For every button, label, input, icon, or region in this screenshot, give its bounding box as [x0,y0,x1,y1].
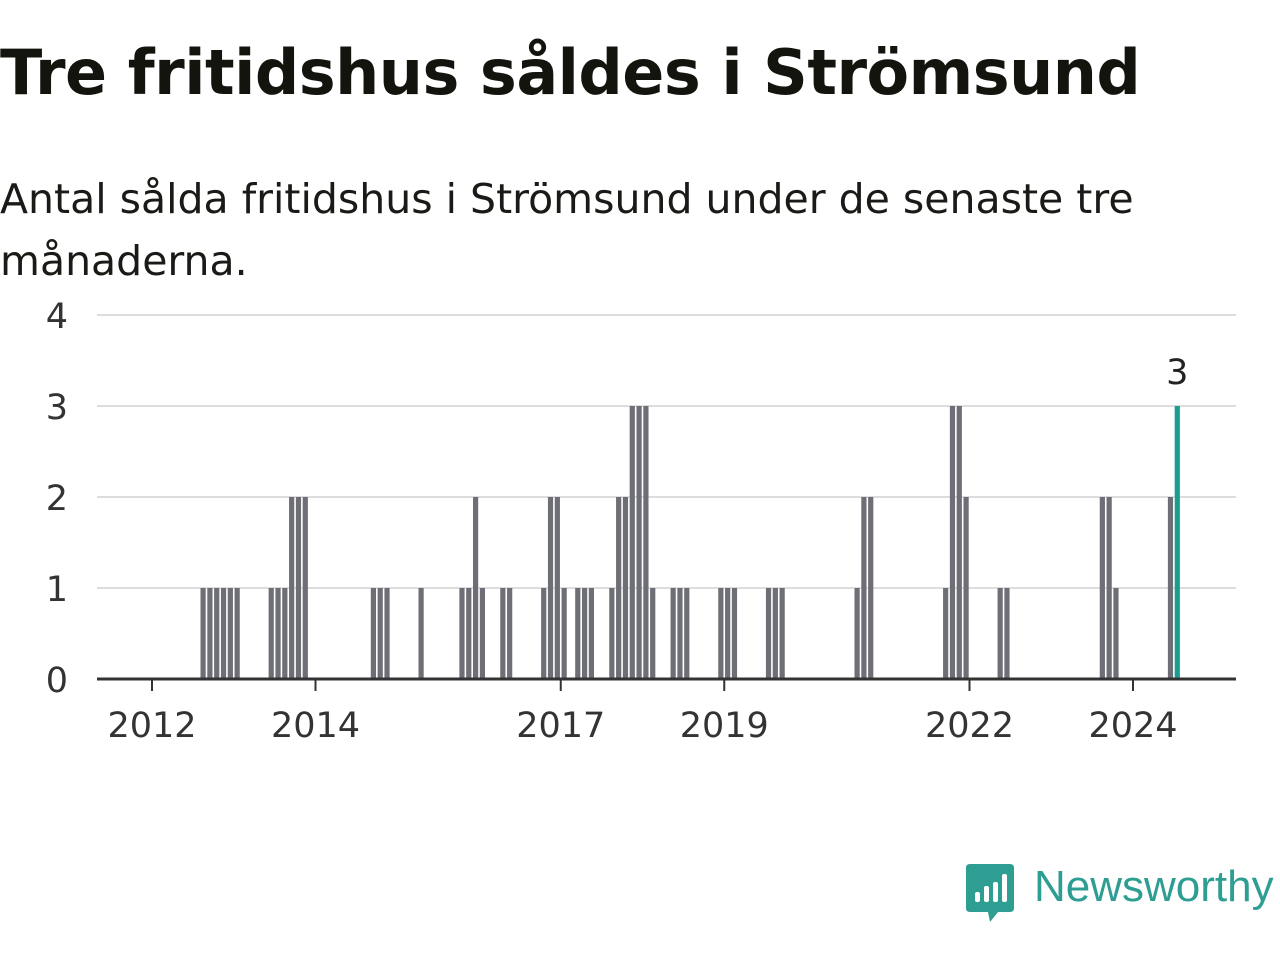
bar [949,406,956,679]
bar [200,588,206,679]
bar [636,406,642,679]
bar [282,588,288,679]
x-tick-label: 2019 [680,706,769,746]
y-tick-label: 2 [46,479,68,519]
bar [1004,588,1010,679]
bar [507,588,513,679]
bar [581,588,588,679]
chart-title: Tre fritidshus såldes i Strömsund [0,36,1141,109]
bar [541,588,547,679]
bar [479,588,486,679]
bar [547,497,554,679]
gridlines [97,314,1236,589]
bar [677,588,683,679]
bar [963,497,969,679]
bars [200,406,1180,679]
bar [561,588,567,679]
bar [220,588,227,679]
y-tick-label: 1 [46,570,68,610]
bar [295,497,302,679]
bar-highlight [1174,406,1180,679]
x-tick-label: 2017 [516,706,605,746]
bar [622,497,629,679]
bar [1099,497,1105,679]
brand-name: Newsworthy [1034,862,1274,911]
bar [268,588,274,679]
bar [207,588,213,679]
bar [384,588,390,679]
bar [370,588,377,679]
data-labels: 3 [1166,353,1188,393]
bar [1113,588,1119,679]
bar [861,497,867,679]
x-tick-label: 2022 [925,706,1014,746]
bar [227,588,233,679]
bar [275,588,281,679]
y-tick-label: 3 [46,388,68,428]
bar [684,588,690,679]
bar [765,588,772,679]
bar-chart: 0 1 2 3 4 2012 2014 2017 2019 2022 2024 3 [46,297,1236,746]
bar [302,497,308,679]
bar [575,588,581,679]
bar [234,588,240,679]
x-axis-ticks: 2012 2014 2017 2019 2022 2024 [107,679,1178,746]
bar [459,588,465,679]
bar [500,588,506,679]
bar [779,588,785,679]
bar [772,588,778,679]
bar [997,588,1003,679]
y-tick-label: 4 [46,297,68,337]
bar [214,588,220,679]
bar [609,588,615,679]
bar [643,406,649,679]
y-axis-tick-labels: 0 1 2 3 4 [46,297,68,701]
bar [854,588,860,679]
bar [868,497,874,679]
x-tick-label: 2014 [271,706,360,746]
newsworthy-logo-icon [966,864,1014,922]
bar [731,588,738,679]
bar [650,588,656,679]
bar [718,588,724,679]
bar [377,588,383,679]
bar [588,588,595,679]
chart-subtitle: Antal sålda fritidshus i Strömsund under… [0,175,1134,285]
bar [725,588,731,679]
bar [472,497,479,679]
x-tick-label: 2024 [1088,706,1177,746]
bar [956,406,962,679]
bar [466,588,472,679]
bar [943,588,949,679]
bar [616,497,622,679]
bar [1106,497,1112,679]
bar [629,406,635,679]
y-tick-label: 0 [46,661,68,701]
bar [1167,497,1174,679]
bar [289,497,295,679]
bar [418,588,424,679]
bar-value-label: 3 [1166,353,1188,393]
bar [670,588,676,679]
bar [554,497,560,679]
x-tick-label: 2012 [107,706,196,746]
